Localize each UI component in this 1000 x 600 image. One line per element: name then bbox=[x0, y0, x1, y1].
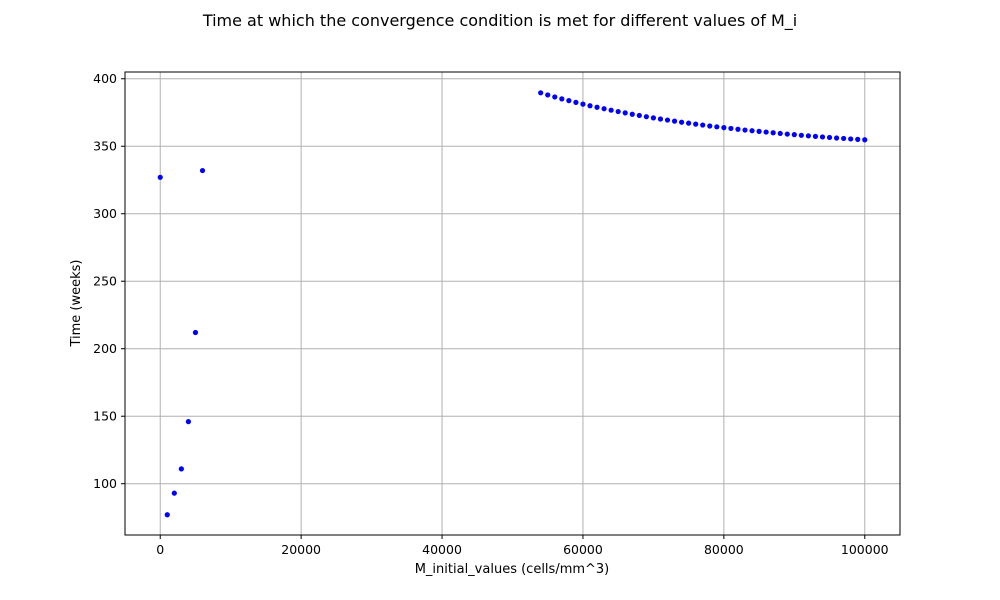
data-point bbox=[171, 490, 177, 496]
data-point bbox=[636, 112, 642, 119]
data-point bbox=[587, 103, 593, 109]
data-point bbox=[608, 107, 614, 113]
x-tick-label: 0 bbox=[156, 542, 164, 557]
data-point bbox=[848, 136, 854, 142]
data-points bbox=[157, 90, 868, 518]
y-axis-ticks: 100 150 200 250 300 350 400 bbox=[93, 71, 125, 491]
data-point bbox=[538, 90, 544, 96]
data-point bbox=[650, 115, 657, 121]
data-point bbox=[594, 104, 600, 110]
x-tick-label: 80000 bbox=[704, 542, 744, 557]
data-point bbox=[833, 135, 840, 141]
data-point bbox=[791, 132, 797, 138]
data-point bbox=[742, 127, 748, 133]
data-point bbox=[756, 128, 762, 134]
data-point bbox=[671, 118, 678, 124]
data-point bbox=[573, 99, 579, 105]
data-point bbox=[678, 119, 685, 125]
x-tick-label: 60000 bbox=[563, 542, 603, 557]
data-point bbox=[622, 110, 628, 116]
y-tick-label: 150 bbox=[93, 409, 117, 424]
data-point bbox=[693, 121, 699, 127]
data-point bbox=[559, 96, 565, 102]
plot-frame bbox=[124, 71, 901, 536]
x-axis-label: M_initial_values (cells/mm^3) bbox=[415, 562, 610, 577]
data-point bbox=[700, 122, 706, 128]
data-point bbox=[629, 111, 635, 117]
data-point bbox=[643, 114, 649, 120]
data-point bbox=[157, 174, 163, 180]
data-point bbox=[178, 466, 184, 472]
data-point bbox=[552, 94, 558, 100]
y-tick-label: 400 bbox=[93, 71, 117, 86]
data-point bbox=[763, 129, 769, 135]
x-axis-ticks: 0 20000 40000 60000 80000 100000 bbox=[156, 535, 889, 557]
grid bbox=[125, 72, 900, 535]
data-point bbox=[714, 124, 720, 130]
data-point bbox=[735, 126, 741, 132]
data-point bbox=[615, 108, 621, 115]
data-point bbox=[545, 92, 551, 98]
x-tick-label: 40000 bbox=[422, 542, 462, 557]
y-tick-label: 350 bbox=[93, 139, 117, 154]
data-point bbox=[784, 131, 790, 137]
data-point bbox=[164, 512, 170, 518]
data-point bbox=[566, 98, 572, 104]
data-point bbox=[601, 106, 607, 112]
x-tick-label: 100000 bbox=[841, 542, 889, 557]
data-point bbox=[707, 123, 713, 129]
data-point bbox=[721, 125, 727, 131]
data-point bbox=[805, 133, 812, 139]
data-point bbox=[580, 101, 586, 107]
x-tick-label: 20000 bbox=[281, 542, 321, 557]
data-point bbox=[841, 135, 847, 142]
data-point bbox=[749, 128, 755, 134]
data-point bbox=[664, 117, 671, 123]
data-point bbox=[192, 329, 199, 336]
data-point bbox=[728, 125, 734, 132]
data-point bbox=[770, 130, 776, 136]
data-point bbox=[862, 137, 868, 143]
y-tick-label: 300 bbox=[93, 206, 117, 221]
data-point bbox=[657, 116, 664, 122]
chart-title: Time at which the convergence condition … bbox=[202, 11, 797, 31]
y-tick-label: 200 bbox=[93, 341, 117, 356]
data-point bbox=[819, 134, 826, 140]
data-point bbox=[798, 132, 804, 138]
y-tick-label: 250 bbox=[93, 274, 117, 289]
y-tick-label: 100 bbox=[93, 476, 117, 491]
data-point bbox=[826, 134, 833, 141]
data-point bbox=[686, 120, 692, 126]
data-point bbox=[777, 130, 783, 137]
data-point bbox=[185, 419, 192, 425]
y-axis-label: Time (weeks) bbox=[69, 259, 84, 347]
data-point bbox=[199, 167, 206, 174]
data-point bbox=[855, 136, 861, 142]
data-point bbox=[812, 133, 819, 139]
